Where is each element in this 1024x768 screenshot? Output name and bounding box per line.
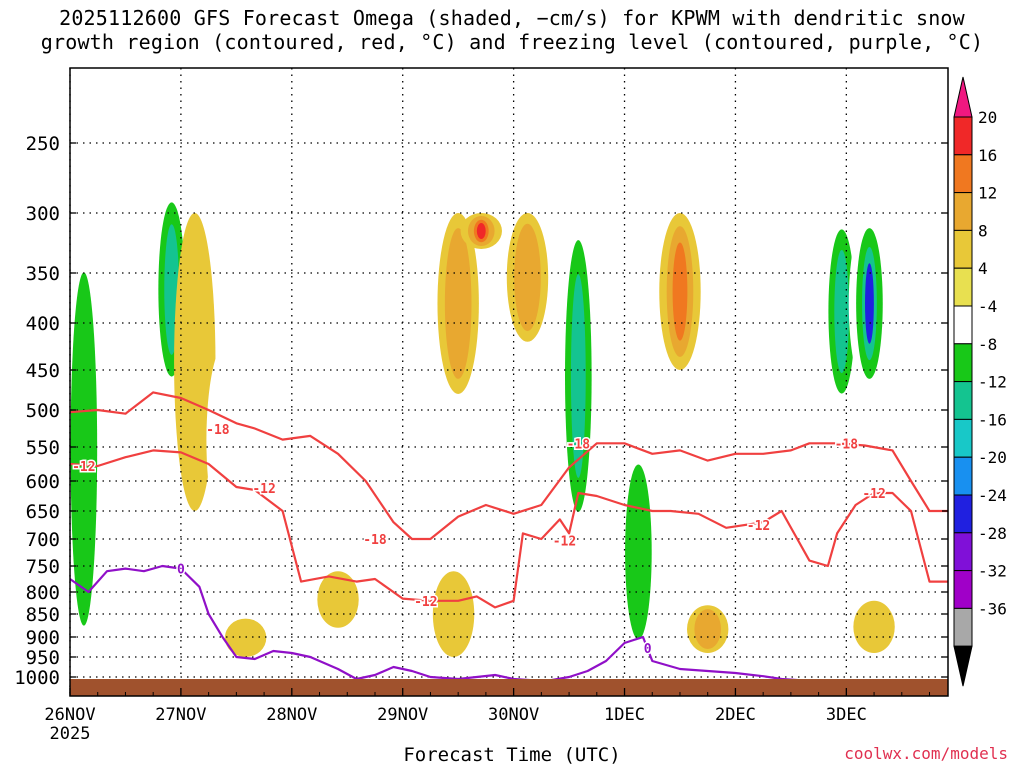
colorbar-label-12: 12 bbox=[978, 184, 997, 203]
colorbar-swatch-8 bbox=[953, 418, 973, 458]
x-tick-label-3DEC: 3DEC bbox=[826, 705, 867, 725]
y-tick-label-700: 700 bbox=[26, 529, 60, 551]
x-tick-label-30NOV: 30NOV bbox=[488, 705, 539, 725]
colorbar-label--24: -24 bbox=[978, 486, 1007, 505]
contour-label-minus-18-3: -18 bbox=[835, 437, 859, 452]
contour-label-minus-18-2: -18 bbox=[567, 437, 591, 452]
x-tick-label-26NOV: 26NOV bbox=[44, 705, 95, 725]
x-tick-label-1DEC: 1DEC bbox=[604, 705, 645, 725]
colorbar-label--4: -4 bbox=[978, 297, 997, 316]
colorbar-swatch-12 bbox=[953, 570, 973, 609]
contour-label-minus-12-2: -12 bbox=[414, 595, 437, 610]
x-tick-label-2DEC: 2DEC bbox=[715, 705, 756, 725]
colorbar-label--36: -36 bbox=[978, 599, 1007, 618]
x-axis-label: Forecast Time (UTC) bbox=[403, 744, 621, 766]
y-tick-label-900: 900 bbox=[26, 627, 60, 649]
omega-band-0-mid bbox=[70, 272, 98, 626]
colorbar-swatch-1 bbox=[953, 154, 973, 194]
colorbar-swatch-6 bbox=[953, 343, 973, 383]
colorbar-swatch-7 bbox=[953, 381, 973, 420]
y-tick-label-500: 500 bbox=[26, 400, 60, 422]
colorbar-label--20: -20 bbox=[978, 448, 1007, 467]
y-axis: 2503003504004505005506006507007508008509… bbox=[14, 133, 948, 689]
colorbar-label-8: 8 bbox=[978, 221, 988, 240]
colorbar: 20 16 12 8 4 -4 -8 -12 -16 -20 -24 -28 -32 -36 bbox=[953, 76, 1007, 687]
x-tick-sublabel-26NOV: 2025 bbox=[50, 724, 91, 744]
y-tick-label-750: 750 bbox=[26, 556, 60, 578]
omega-band-7-outer bbox=[317, 571, 359, 628]
contour-label-minus-12-1: -12 bbox=[252, 482, 275, 497]
omega-band-15-core bbox=[672, 242, 688, 341]
colorbar-swatch-3 bbox=[953, 229, 973, 269]
y-tick-label-400: 400 bbox=[26, 313, 60, 335]
ground-surface bbox=[70, 679, 948, 696]
contour-label-minus-12-5: -12 bbox=[862, 487, 885, 502]
omega-band-5-outer bbox=[206, 341, 248, 539]
x-tick-label-27NOV: 27NOV bbox=[155, 705, 206, 725]
plot-frame bbox=[69, 67, 949, 697]
colorbar-top-arrow bbox=[953, 76, 973, 118]
y-tick-label-550: 550 bbox=[26, 437, 60, 459]
omega-band-9-mid bbox=[444, 228, 472, 379]
contour-minus-12 bbox=[69, 449, 948, 609]
y-tick-label-600: 600 bbox=[26, 471, 60, 493]
omega-band-12-mid bbox=[514, 223, 541, 332]
contour-minus-18 bbox=[69, 391, 948, 541]
y-tick-label-300: 300 bbox=[26, 203, 60, 225]
y-tick-label-950: 950 bbox=[26, 647, 60, 669]
y-tick-label-350: 350 bbox=[26, 263, 60, 285]
omega-band-14-mid bbox=[625, 464, 652, 640]
y-tick-label-800: 800 bbox=[26, 582, 60, 604]
chart-title-line-2: growth region (contoured, red, °C) and f… bbox=[40, 30, 984, 54]
y-tick-label-650: 650 bbox=[26, 501, 60, 523]
y-tick-label-1000: 1000 bbox=[14, 667, 60, 689]
colorbar-swatch-2 bbox=[953, 192, 973, 231]
contour-label-zero-0: 0 bbox=[177, 563, 185, 578]
colorbar-label--32: -32 bbox=[978, 562, 1007, 581]
x-tick-label-29NOV: 29NOV bbox=[377, 705, 428, 725]
omega-band-13-core bbox=[570, 274, 586, 478]
omega-band-16-mid bbox=[694, 609, 722, 650]
omega-band-6-outer bbox=[224, 618, 267, 657]
contour-zero bbox=[69, 564, 801, 682]
y-tick-label-250: 250 bbox=[26, 133, 60, 155]
colorbar-bottom-arrow bbox=[953, 645, 973, 687]
omega-band-8-outer bbox=[391, 213, 433, 303]
y-tick-label-450: 450 bbox=[26, 360, 60, 382]
colorbar-label--16: -16 bbox=[978, 410, 1007, 429]
contour-label-minus-12-4: -12 bbox=[747, 519, 770, 534]
colorbar-label--28: -28 bbox=[978, 524, 1007, 543]
colorbar-swatch-11 bbox=[953, 532, 973, 572]
colorbar-label-16: 16 bbox=[978, 146, 997, 165]
x-tick-label-28NOV: 28NOV bbox=[266, 705, 317, 725]
y-tick-label-850: 850 bbox=[26, 604, 60, 626]
contour-label-minus-18-1: -18 bbox=[363, 533, 387, 548]
colorbar-swatch-0 bbox=[953, 116, 973, 156]
contour-label-minus-12-0: -12 bbox=[72, 460, 95, 475]
credit-link[interactable]: coolwx.com/models bbox=[844, 744, 1008, 763]
contour-label-minus-18-0: -18 bbox=[206, 423, 230, 438]
omega-band-21-outer bbox=[853, 600, 895, 654]
omega-band-4-outer bbox=[174, 213, 216, 511]
omega-band-10-peak bbox=[476, 223, 486, 239]
colorbar-swatch-10 bbox=[953, 494, 973, 534]
colorbar-swatch-9 bbox=[953, 456, 973, 496]
colorbar-swatch-13 bbox=[953, 607, 973, 647]
contour-label-minus-12-3: -12 bbox=[553, 535, 576, 550]
colorbar-swatch-4 bbox=[953, 267, 973, 307]
omega-band-19-core bbox=[834, 249, 850, 374]
omega-band-17-outer bbox=[733, 143, 775, 342]
contour-label-zero-1: 0 bbox=[644, 642, 652, 657]
colorbar-label-4: 4 bbox=[978, 259, 988, 278]
chart-title-line-1: 2025112600 GFS Forecast Omega (shaded, −… bbox=[59, 6, 965, 30]
omega-band-20-peak bbox=[865, 263, 874, 344]
colorbar-label-20: 20 bbox=[978, 108, 997, 127]
colorbar-label--8: -8 bbox=[978, 335, 997, 354]
colorbar-swatch-5 bbox=[953, 305, 973, 345]
colorbar-label--12: -12 bbox=[978, 373, 1007, 392]
omega-band-1-outer bbox=[100, 213, 142, 342]
